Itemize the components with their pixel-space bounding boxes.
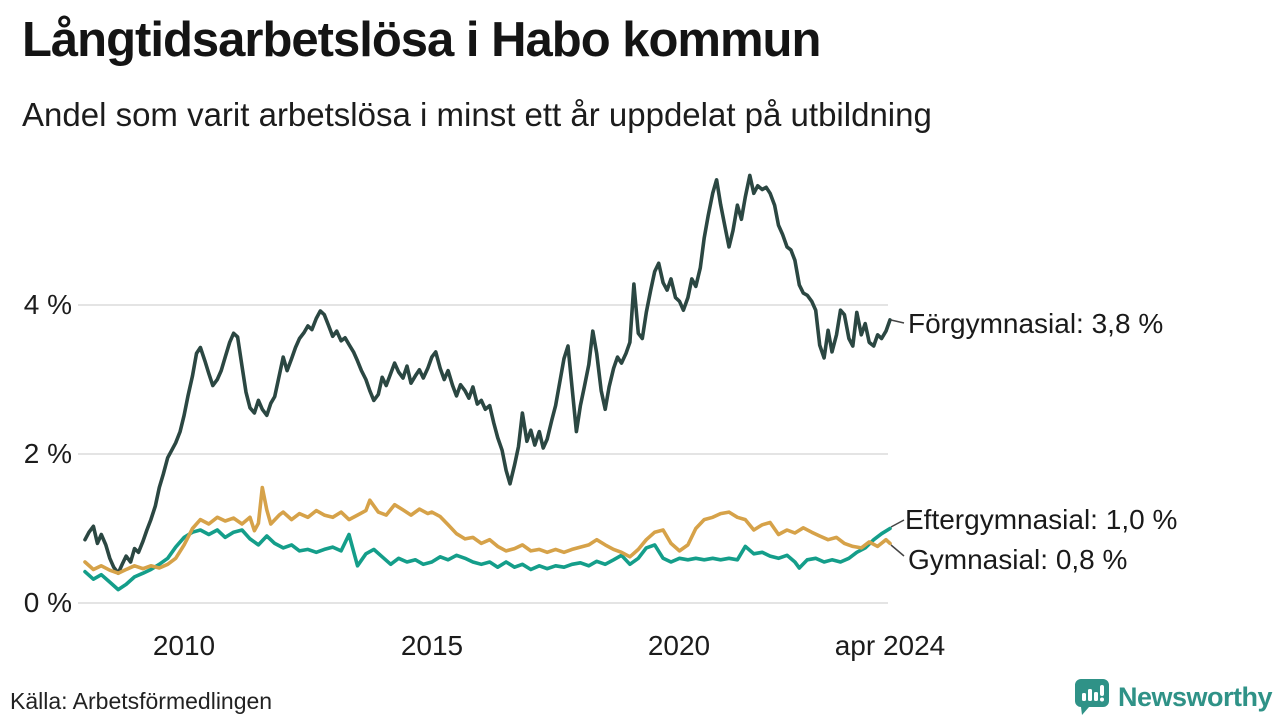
series-line-eftergymnasial (83, 526, 892, 592)
series-lines (83, 173, 892, 592)
page-title: Långtidsarbetslösa i Habo kommun (22, 13, 821, 67)
y-axis-tick-4: 4 % (23, 289, 72, 320)
x-axis-tick-2015: 2015 (400, 630, 464, 661)
x-axis-tick-2020: 2020 (647, 630, 711, 661)
x-axis-tick-apr-2024: apr 2024 (834, 630, 946, 661)
leader-line-eftergymnasial (890, 519, 905, 528)
y-axis-tick-2: 2 % (23, 438, 72, 469)
x-axis-tick-2010: 2010 (152, 630, 216, 661)
source-attribution: Källa: Arbetsförmedlingen (10, 688, 273, 714)
series-line-gymnasial (83, 485, 892, 576)
leader-line-gymnasial (890, 544, 905, 557)
newsworthy-speech-bubble-bar-chart-icon (1074, 679, 1109, 715)
series-label-eftergymnasial: Eftergymnasial: 1,0 % (905, 504, 1178, 535)
chart-subtitle: Andel som varit arbetslösa i minst ett å… (22, 96, 932, 133)
label-leader-lines (890, 319, 905, 557)
series-line-forgymnasial (83, 173, 892, 576)
y-axis-tick-0: 0 % (23, 587, 72, 618)
gridlines (78, 304, 888, 604)
series-label-forgymnasial: Förgymnasial: 3,8 % (908, 308, 1164, 339)
brand-name: Newsworthy (1117, 681, 1273, 712)
leader-line-forgymnasial (890, 319, 905, 324)
brand-logo: Newsworthy (1074, 678, 1273, 716)
series-label-gymnasial: Gymnasial: 0,8 % (908, 544, 1128, 575)
